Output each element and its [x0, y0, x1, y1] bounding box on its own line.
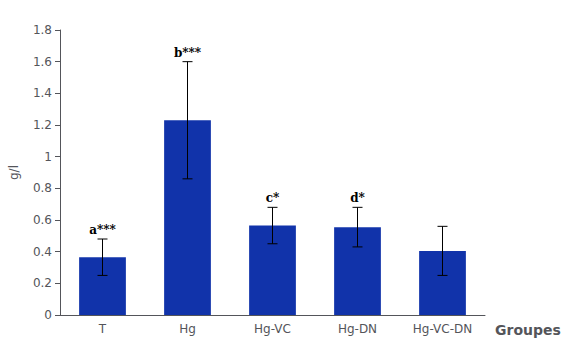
svg-text:T: T — [98, 322, 107, 336]
svg-text:b***: b*** — [174, 46, 202, 60]
svg-text:0.2: 0.2 — [33, 276, 52, 290]
svg-text:1.6: 1.6 — [33, 55, 52, 69]
svg-text:1.4: 1.4 — [33, 86, 52, 100]
svg-text:Groupes: Groupes — [495, 322, 561, 338]
svg-text:a***: a*** — [89, 223, 116, 237]
svg-text:1.8: 1.8 — [33, 23, 52, 37]
svg-text:0.6: 0.6 — [33, 213, 52, 227]
svg-text:0.4: 0.4 — [33, 245, 52, 259]
svg-text:c*: c* — [266, 191, 280, 205]
svg-text:Hg-DN: Hg-DN — [338, 322, 377, 336]
svg-text:0.8: 0.8 — [33, 181, 52, 195]
svg-text:1.2: 1.2 — [33, 118, 52, 132]
svg-text:d*: d* — [350, 191, 365, 205]
svg-text:Hg-VC-DN: Hg-VC-DN — [413, 322, 472, 336]
svg-text:Hg: Hg — [179, 322, 196, 336]
svg-text:g/l: g/l — [7, 165, 21, 180]
svg-text:1: 1 — [44, 150, 52, 164]
svg-text:Hg-VC: Hg-VC — [254, 322, 291, 336]
svg-text:0: 0 — [44, 308, 52, 322]
